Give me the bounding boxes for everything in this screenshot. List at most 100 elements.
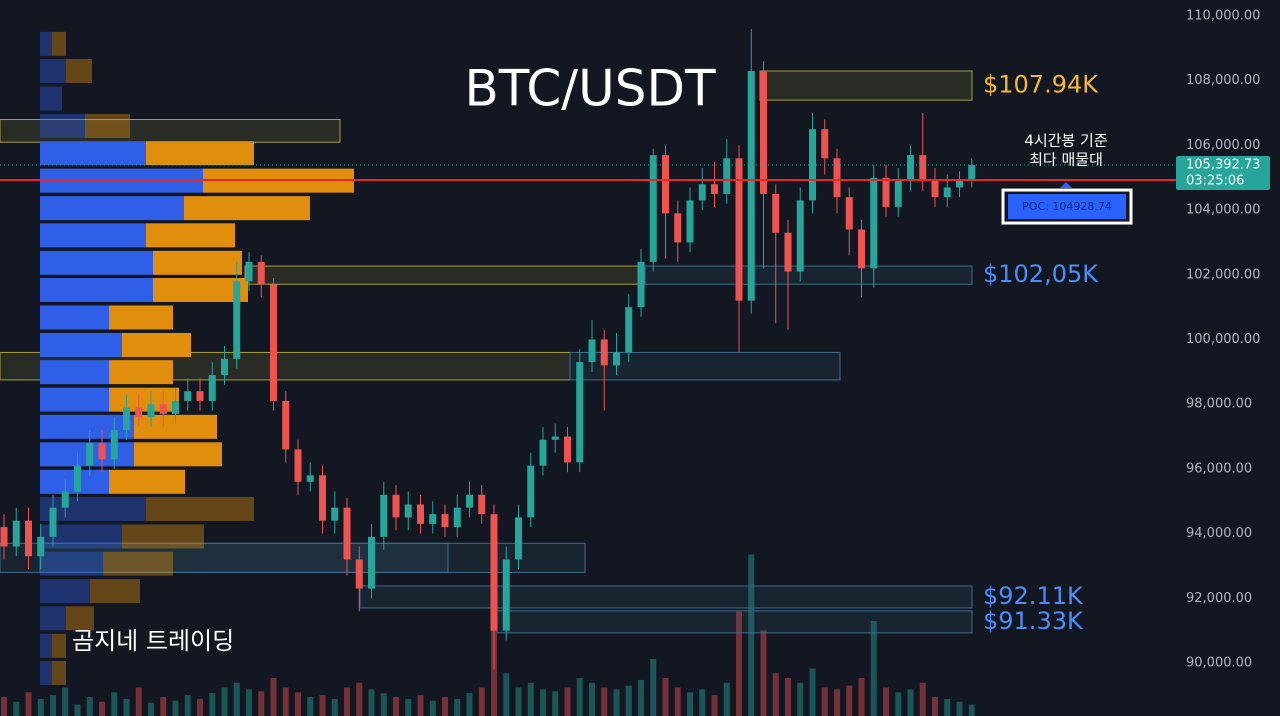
poc-label: POC: 104928.74	[1022, 200, 1112, 213]
profile-buy	[40, 579, 90, 604]
profile-buy	[40, 141, 146, 166]
zone	[759, 70, 973, 101]
candle-body	[625, 307, 633, 353]
candle-body	[466, 494, 473, 508]
volume-bar	[246, 689, 252, 716]
profile-buy	[40, 387, 109, 412]
volume-bar	[86, 697, 93, 716]
profile-sell	[122, 332, 191, 357]
volume-bar	[944, 698, 951, 716]
volume-bar	[662, 678, 669, 716]
profile-sell	[109, 360, 173, 385]
candle-body	[453, 507, 461, 528]
profile-buy	[40, 113, 85, 138]
profile-sell	[52, 660, 66, 685]
candle-body	[478, 494, 486, 515]
candle-layer	[0, 28, 976, 670]
candle-body	[882, 177, 890, 207]
volume-bar	[417, 695, 424, 716]
volume-bar	[748, 554, 755, 716]
candle-body	[429, 514, 437, 524]
volume-bar	[184, 695, 191, 716]
y-tick-label: 100,000.00	[1186, 332, 1260, 347]
profile-sell	[153, 277, 248, 302]
zone-label: $107.94K	[983, 71, 1099, 99]
volume-bar	[429, 700, 436, 716]
profile-buy	[40, 223, 146, 248]
volume-bar	[233, 682, 240, 716]
volume-bar	[601, 687, 608, 716]
candle-body	[735, 158, 743, 301]
profile-sell	[66, 59, 92, 84]
candle-body	[796, 200, 804, 272]
volume-bar	[62, 687, 69, 716]
candle-body	[943, 187, 951, 198]
volume-bar	[74, 704, 81, 716]
profile-sell	[109, 305, 173, 330]
y-tick-label: 92,000.00	[1186, 591, 1252, 606]
volume-bar	[1, 697, 7, 716]
volume-bar	[13, 701, 20, 716]
watermark: 곰지네 트레이딩	[72, 627, 234, 655]
profile-buy	[40, 414, 134, 439]
candle-body	[257, 261, 265, 285]
candle-body	[37, 536, 45, 557]
volume-bar	[295, 692, 301, 716]
profile-sell	[52, 633, 66, 658]
zone-label: $91.33K	[983, 607, 1084, 635]
candle-body	[0, 527, 8, 547]
candle-body	[502, 559, 510, 631]
profile-buy	[40, 305, 109, 330]
profile-sell	[184, 196, 310, 221]
candle-body	[747, 71, 755, 301]
volume-bar	[123, 698, 130, 716]
zone	[569, 351, 841, 381]
candle-body	[907, 155, 914, 181]
candle-body	[894, 180, 902, 207]
volume-bar	[613, 689, 620, 716]
volume-bar	[319, 695, 326, 716]
candle-body	[686, 200, 694, 243]
y-tick-label: 104,000.00	[1186, 203, 1260, 218]
volume-bar	[858, 678, 865, 716]
volume-bar	[552, 691, 559, 716]
candle-body	[662, 155, 669, 214]
candle-body	[159, 404, 167, 414]
zone	[359, 585, 973, 609]
candle-body	[61, 491, 69, 508]
candle-body	[233, 281, 241, 359]
candle-body	[343, 507, 351, 560]
candle-body	[674, 213, 682, 243]
volume-bar	[576, 678, 583, 716]
profile-buy	[40, 31, 52, 56]
volume-bar	[405, 698, 412, 716]
candle-body	[613, 352, 620, 366]
volume-bar	[282, 687, 289, 716]
volume-bar	[25, 692, 32, 716]
annotation: 4시간봉 기준	[1024, 132, 1108, 150]
volume-bar	[699, 689, 706, 716]
volume-bar	[135, 687, 142, 716]
candle-body	[784, 232, 792, 272]
profile-buy	[40, 551, 103, 576]
profile-sell	[146, 496, 254, 521]
y-tick-label: 96,000.00	[1186, 461, 1252, 476]
candle-body	[711, 184, 718, 194]
profile-buy	[40, 196, 184, 221]
volume-bar	[491, 630, 497, 716]
candle-body	[858, 229, 865, 269]
volume-bar	[221, 687, 228, 716]
profile-sell	[134, 442, 222, 467]
candle-body	[649, 155, 657, 262]
y-tick-label: 102,000.00	[1186, 267, 1260, 282]
volume-bar	[919, 682, 926, 716]
volume-bar	[907, 689, 914, 716]
volume-bar	[540, 689, 546, 716]
volume-bar	[785, 678, 791, 716]
candle-body	[515, 517, 522, 560]
volume-bar	[527, 682, 534, 716]
profile-layer	[40, 31, 354, 685]
candle-body	[184, 391, 192, 401]
candle-body	[25, 520, 32, 557]
zone	[0, 542, 586, 573]
